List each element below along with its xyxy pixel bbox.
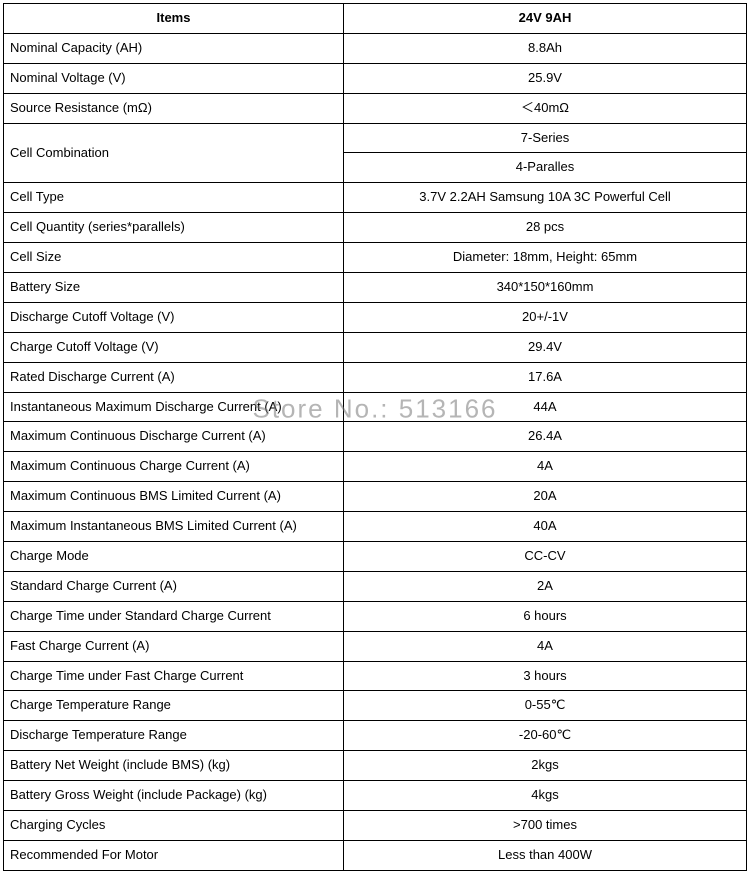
- table-row: Cell Size Diameter: 18mm, Height: 65mm: [4, 243, 747, 273]
- row-value: 26.4A: [344, 422, 747, 452]
- table-row: Discharge Cutoff Voltage (V) 20+/-1V: [4, 302, 747, 332]
- row-label: Charge Mode: [4, 542, 344, 572]
- row-value: 25.9V: [344, 63, 747, 93]
- table-row: Source Resistance (mΩ) ＜40mΩ: [4, 93, 747, 123]
- row-label: Battery Gross Weight (include Package) (…: [4, 781, 344, 811]
- row-label: Nominal Capacity (AH): [4, 33, 344, 63]
- row-label: Charge Temperature Range: [4, 691, 344, 721]
- row-label: Maximum Continuous BMS Limited Current (…: [4, 482, 344, 512]
- table-row: Battery Size 340*150*160mm: [4, 273, 747, 303]
- row-label: Battery Net Weight (include BMS) (kg): [4, 751, 344, 781]
- row-value: 4A: [344, 631, 747, 661]
- row-value: 17.6A: [344, 362, 747, 392]
- row-label: Source Resistance (mΩ): [4, 93, 344, 123]
- row-value: 20A: [344, 482, 747, 512]
- row-value: 3.7V 2.2AH Samsung 10A 3C Powerful Cell: [344, 183, 747, 213]
- row-value: 4kgs: [344, 781, 747, 811]
- row-value: 44A: [344, 392, 747, 422]
- row-value: 40A: [344, 512, 747, 542]
- row-label: Charge Time under Fast Charge Current: [4, 661, 344, 691]
- table-row: Maximum Continuous Charge Current (A) 4A: [4, 452, 747, 482]
- row-value: 4A: [344, 452, 747, 482]
- table-row: Fast Charge Current (A) 4A: [4, 631, 747, 661]
- header-items: Items: [4, 4, 344, 34]
- row-value: 0-55℃: [344, 691, 747, 721]
- row-label: Maximum Instantaneous BMS Limited Curren…: [4, 512, 344, 542]
- row-value: -20-60℃: [344, 721, 747, 751]
- row-value: 8.8Ah: [344, 33, 747, 63]
- table-row: Standard Charge Current (A) 2A: [4, 571, 747, 601]
- table-row: Cell Combination 7-Series: [4, 123, 747, 153]
- table-row: Nominal Voltage (V) 25.9V: [4, 63, 747, 93]
- row-label: Standard Charge Current (A): [4, 571, 344, 601]
- row-label: Battery Size: [4, 273, 344, 303]
- row-label: Cell Quantity (series*parallels): [4, 213, 344, 243]
- table-row: Maximum Instantaneous BMS Limited Curren…: [4, 512, 747, 542]
- table-row: Charge Cutoff Voltage (V) 29.4V: [4, 332, 747, 362]
- table-row: Nominal Capacity (AH) 8.8Ah: [4, 33, 747, 63]
- table-row: Charge Temperature Range 0-55℃: [4, 691, 747, 721]
- row-label: Discharge Cutoff Voltage (V): [4, 302, 344, 332]
- row-value: 6 hours: [344, 601, 747, 631]
- row-value: 2kgs: [344, 751, 747, 781]
- table-row: Rated Discharge Current (A) 17.6A: [4, 362, 747, 392]
- row-value: 7-Series: [344, 123, 747, 153]
- row-label: Recommended For Motor: [4, 840, 344, 870]
- row-value: 28 pcs: [344, 213, 747, 243]
- table-row: Discharge Temperature Range -20-60℃: [4, 721, 747, 751]
- row-label: Cell Type: [4, 183, 344, 213]
- spec-table: Items 24V 9AH Nominal Capacity (AH) 8.8A…: [3, 3, 747, 871]
- row-value: 3 hours: [344, 661, 747, 691]
- row-label: Discharge Temperature Range: [4, 721, 344, 751]
- row-value: 20+/-1V: [344, 302, 747, 332]
- row-label: Charge Time under Standard Charge Curren…: [4, 601, 344, 631]
- row-label: Charge Cutoff Voltage (V): [4, 332, 344, 362]
- table-row: Charge Time under Fast Charge Current 3 …: [4, 661, 747, 691]
- table-row: Recommended For Motor Less than 400W: [4, 840, 747, 870]
- row-value: ＜40mΩ: [344, 93, 747, 123]
- row-value: 2A: [344, 571, 747, 601]
- row-label-cell-combination: Cell Combination: [4, 123, 344, 183]
- table-row: Maximum Continuous BMS Limited Current (…: [4, 482, 747, 512]
- row-value: Diameter: 18mm, Height: 65mm: [344, 243, 747, 273]
- row-value: CC-CV: [344, 542, 747, 572]
- table-row: Battery Net Weight (include BMS) (kg) 2k…: [4, 751, 747, 781]
- table-row: Charge Mode CC-CV: [4, 542, 747, 572]
- row-label: Nominal Voltage (V): [4, 63, 344, 93]
- row-label: Cell Size: [4, 243, 344, 273]
- row-label: Maximum Continuous Discharge Current (A): [4, 422, 344, 452]
- table-row: Battery Gross Weight (include Package) (…: [4, 781, 747, 811]
- table-row: Cell Type 3.7V 2.2AH Samsung 10A 3C Powe…: [4, 183, 747, 213]
- row-value: 340*150*160mm: [344, 273, 747, 303]
- row-value: Less than 400W: [344, 840, 747, 870]
- table-row: Cell Quantity (series*parallels) 28 pcs: [4, 213, 747, 243]
- table-row: Maximum Continuous Discharge Current (A)…: [4, 422, 747, 452]
- header-value: 24V 9AH: [344, 4, 747, 34]
- table-row: Instantaneous Maximum Discharge Current …: [4, 392, 747, 422]
- row-value: 29.4V: [344, 332, 747, 362]
- row-label: Rated Discharge Current (A): [4, 362, 344, 392]
- row-value: 4-Paralles: [344, 153, 747, 183]
- header-row: Items 24V 9AH: [4, 4, 747, 34]
- row-label: Maximum Continuous Charge Current (A): [4, 452, 344, 482]
- row-label: Instantaneous Maximum Discharge Current …: [4, 392, 344, 422]
- table-row: Charge Time under Standard Charge Curren…: [4, 601, 747, 631]
- row-label: Fast Charge Current (A): [4, 631, 344, 661]
